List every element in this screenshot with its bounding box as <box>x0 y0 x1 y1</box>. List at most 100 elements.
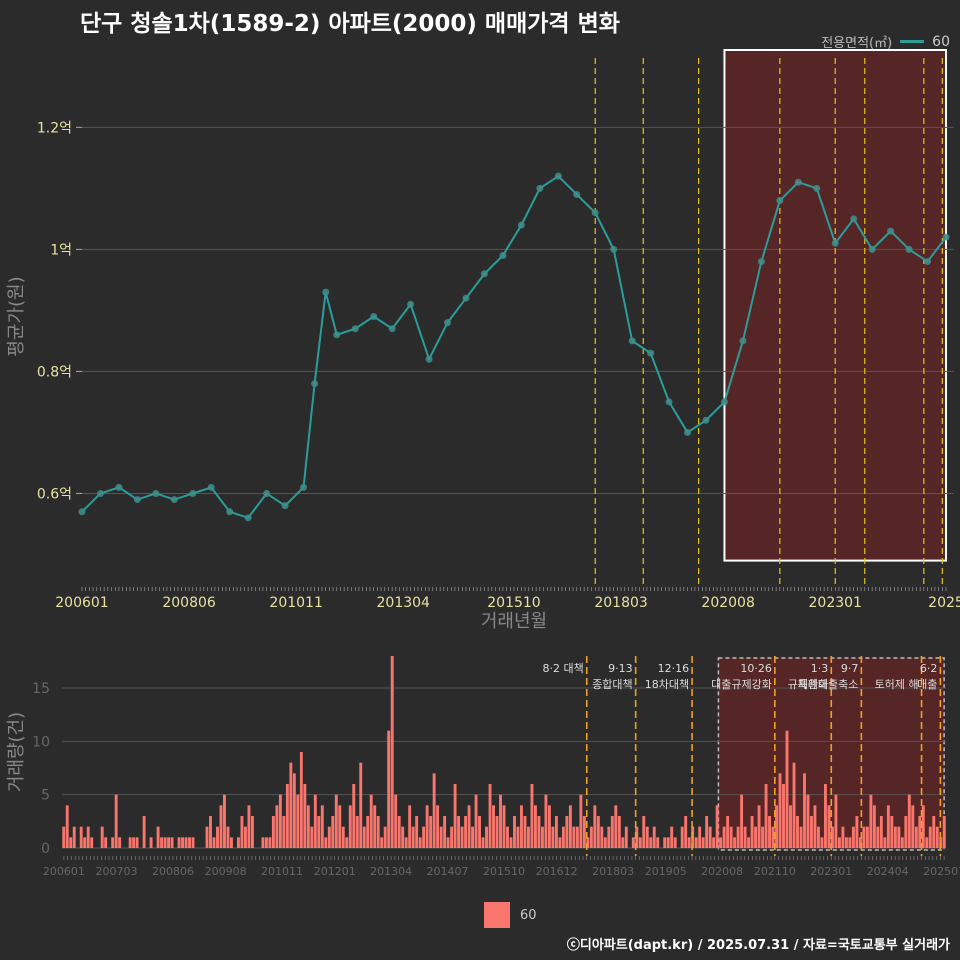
volume-bar <box>359 762 363 848</box>
volume-bar <box>170 837 174 848</box>
price-point <box>333 331 341 339</box>
volume-bar <box>607 826 611 848</box>
volume-bar <box>383 826 387 848</box>
volume-bar <box>439 826 443 848</box>
volume-bar <box>537 816 541 848</box>
volume-bar <box>516 826 520 848</box>
price-point <box>499 251 507 259</box>
volume-bar <box>149 837 153 848</box>
volume-bar <box>348 805 352 848</box>
price-point <box>702 416 710 424</box>
volume-bar <box>900 837 904 848</box>
volume-bar <box>240 816 244 848</box>
y-tick-label: 1억 <box>50 242 72 258</box>
volume-bar <box>886 805 890 848</box>
volume-bar <box>750 816 754 848</box>
price-point <box>924 258 932 266</box>
volume-bar <box>907 794 911 848</box>
volume-bar <box>331 816 335 848</box>
volume-bar <box>160 837 164 848</box>
volume-bar <box>111 837 115 848</box>
price-point <box>684 428 692 436</box>
volume-bar <box>757 805 761 848</box>
volume-bar <box>163 837 167 848</box>
volume-bar <box>918 816 922 848</box>
volume-bar <box>904 816 908 848</box>
volume-bar <box>635 826 639 848</box>
volume-bar <box>299 752 303 848</box>
volume-bar <box>858 837 862 848</box>
volume-bar <box>184 837 188 848</box>
volume-bar <box>698 826 702 848</box>
volume-bar <box>390 656 394 848</box>
price-point <box>831 239 839 247</box>
volume-bar <box>928 826 932 848</box>
volume-bar <box>810 816 813 848</box>
volume-bar <box>614 805 618 848</box>
legend-top: 전용면적(㎡) 60 <box>821 32 950 52</box>
volume-bar <box>743 826 747 848</box>
volume-bar <box>320 805 324 848</box>
y-axis-title: 평균가(원) <box>6 276 27 356</box>
volume-bar <box>79 826 83 848</box>
volume-bar <box>404 837 408 848</box>
price-point <box>868 245 876 253</box>
volume-bar <box>436 805 440 848</box>
price-point <box>444 319 452 327</box>
volume-bar <box>488 784 492 848</box>
bottom-x-tick-label: 201510 <box>483 865 525 878</box>
chart-title: 단구 청솔1차(1589-2) 아파트(2000) 매매가격 변화 <box>80 11 620 37</box>
volume-bar <box>932 816 936 848</box>
volume-bar <box>806 794 810 848</box>
volume-bar <box>502 805 506 848</box>
volume-bar <box>673 837 677 848</box>
volume-bar <box>775 805 778 848</box>
volume-bar <box>104 837 108 848</box>
volume-bar <box>118 837 122 848</box>
price-point <box>370 313 378 320</box>
volume-bar <box>865 826 869 848</box>
volume-bar <box>575 826 579 848</box>
volume-bar <box>876 826 880 848</box>
price-point <box>757 258 765 266</box>
price-point <box>115 483 123 491</box>
volume-bar <box>268 837 272 848</box>
price-point <box>887 227 895 235</box>
volume-bar <box>551 826 555 848</box>
volume-bar <box>443 816 447 848</box>
policy-annotation-date: 10·26 <box>740 662 772 675</box>
volume-bar <box>513 816 516 848</box>
volume-bar <box>872 805 876 848</box>
volume-bar <box>624 826 628 848</box>
volume-bar <box>621 837 625 848</box>
price-point <box>311 380 319 388</box>
volume-bar <box>638 837 642 848</box>
policy-annotation-date: 9·13 <box>608 662 633 675</box>
price-point <box>226 508 234 516</box>
volume-bar <box>373 805 377 848</box>
volume-bar <box>177 837 181 848</box>
bottom-x-tick-label: 200908 <box>205 865 247 878</box>
volume-bar <box>471 826 475 848</box>
volume-bar <box>547 805 551 848</box>
volume-bar <box>642 816 646 848</box>
volume-bar <box>65 805 69 848</box>
volume-bar <box>376 816 380 848</box>
source-footer: ⓒ디아파트(dapt.kr) / 2025.07.31 / 자료=국토교통부 실… <box>566 938 950 953</box>
volume-bar <box>334 794 338 848</box>
bottom-x-tick-label: 200703 <box>96 865 138 878</box>
y-tick-label: 0.8억 <box>37 364 72 380</box>
x-tick-label: 201803 <box>594 595 647 611</box>
y-tick-label: 0.6억 <box>37 486 72 502</box>
volume-bar <box>834 794 838 848</box>
volume-bar <box>264 837 268 848</box>
volume-bar <box>617 816 621 848</box>
volume-bar <box>712 837 716 848</box>
volume-bar <box>921 805 925 848</box>
volume-bar <box>645 826 649 848</box>
volume-bar <box>796 816 799 848</box>
volume-bar <box>355 816 359 848</box>
volume-bar <box>167 837 171 848</box>
volume-bar <box>352 784 356 848</box>
volume-bar <box>935 826 939 848</box>
